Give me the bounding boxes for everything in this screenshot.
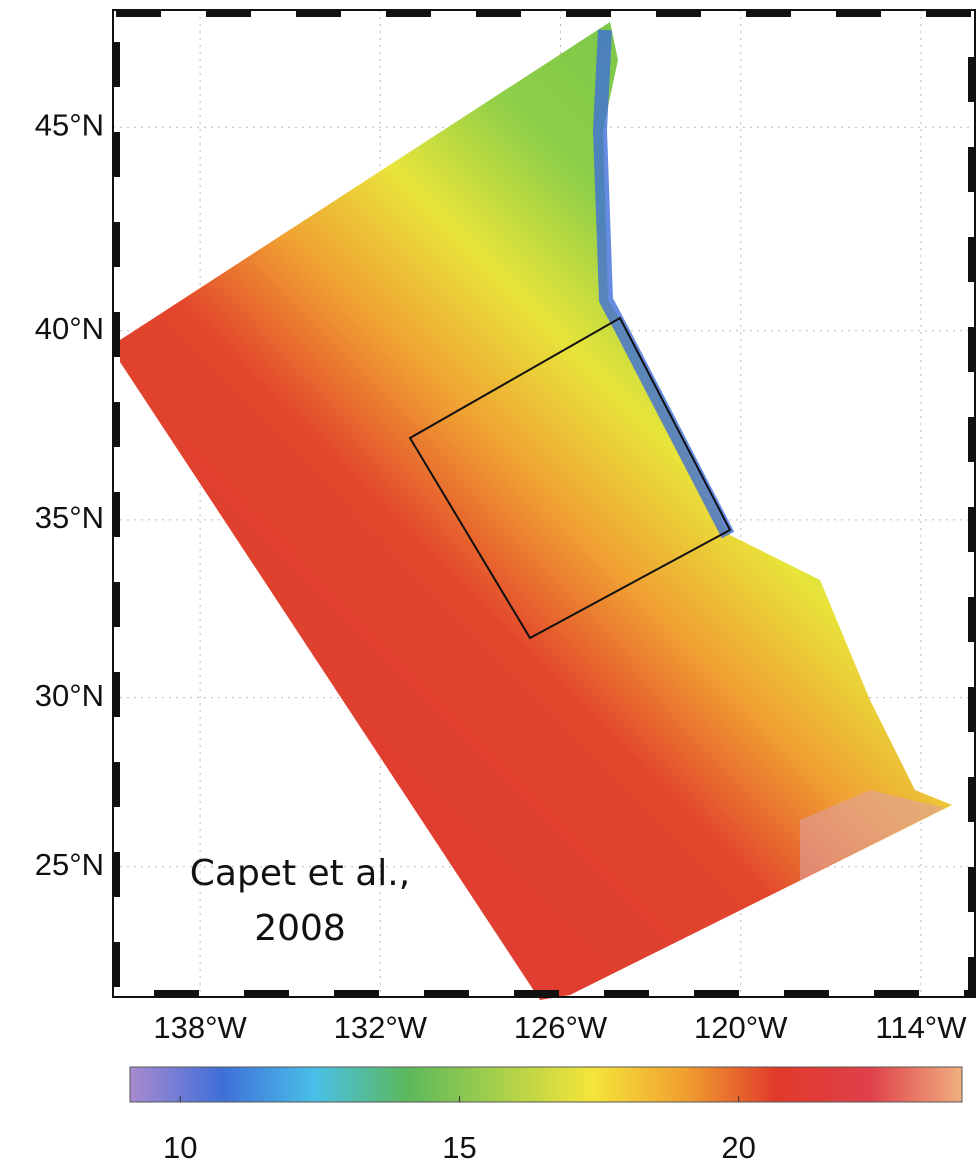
x-tick-label: 126°W <box>514 1010 608 1045</box>
y-tick-label: 30°N <box>35 678 104 713</box>
y-tick-label: 45°N <box>35 107 104 142</box>
figure: Capet et al., 2008 138°W 132°W 126°W 120°W 1… <box>0 0 980 1171</box>
x-tick-label: 132°W <box>334 1010 428 1045</box>
x-tick-label: 114°W <box>875 1010 967 1045</box>
colorbar-tick-label: 10 <box>163 1130 197 1165</box>
y-tick-label: 25°N <box>35 847 104 882</box>
colorbar <box>130 1067 962 1102</box>
annotation: 2008 <box>254 908 346 949</box>
annotation: Capet et al., <box>190 853 410 894</box>
colorbar-tick-label: 20 <box>721 1130 755 1165</box>
colorbar-tick-label: 15 <box>442 1130 476 1165</box>
x-tick-label: 120°W <box>694 1010 788 1045</box>
y-tick-label: 35°N <box>35 500 104 535</box>
x-tick-label: 138°W <box>153 1010 247 1045</box>
page: {"map": {"projection": "mercator", "xlim… <box>0 0 980 1171</box>
y-tick-label: 40°N <box>35 311 104 346</box>
